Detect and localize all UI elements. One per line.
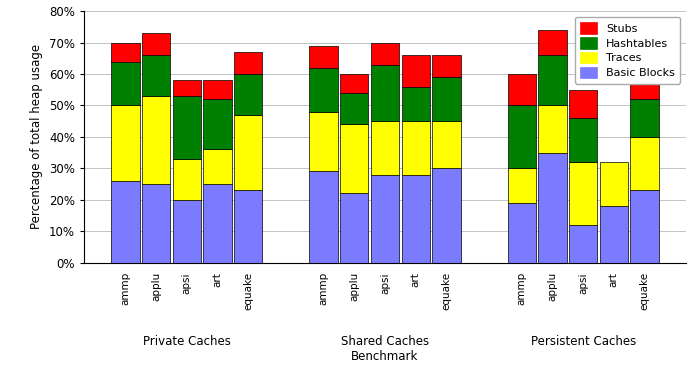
Bar — [433, 121, 461, 168]
Bar — [508, 203, 536, 262]
Bar — [204, 80, 232, 99]
Bar — [173, 80, 201, 96]
Bar — [538, 105, 566, 153]
Bar — [234, 190, 262, 262]
Bar — [309, 46, 337, 68]
Bar — [569, 162, 597, 225]
Bar — [371, 64, 399, 121]
Bar — [600, 162, 628, 206]
Bar — [402, 87, 430, 121]
Bar — [508, 168, 536, 203]
Bar — [538, 55, 566, 105]
Bar — [309, 68, 337, 112]
Bar — [234, 115, 262, 190]
Bar — [508, 105, 536, 168]
Bar — [234, 74, 262, 115]
Bar — [371, 121, 399, 174]
Bar — [340, 93, 368, 124]
Bar — [538, 153, 566, 262]
Bar — [111, 62, 139, 105]
Bar — [402, 174, 430, 262]
Bar — [569, 225, 597, 262]
Bar — [309, 112, 337, 171]
Bar — [340, 194, 368, 262]
Bar — [508, 74, 536, 105]
Legend: Stubs, Hashtables, Traces, Basic Blocks: Stubs, Hashtables, Traces, Basic Blocks — [575, 17, 680, 84]
Bar — [309, 171, 337, 262]
Bar — [402, 121, 430, 174]
Bar — [569, 90, 597, 118]
Bar — [111, 43, 139, 62]
Bar — [142, 55, 170, 96]
Bar — [631, 99, 659, 137]
Bar — [371, 43, 399, 64]
Bar — [631, 190, 659, 262]
Bar — [402, 55, 430, 87]
Bar — [142, 96, 170, 184]
Bar — [631, 137, 659, 190]
Bar — [142, 184, 170, 262]
Bar — [234, 52, 262, 74]
Y-axis label: Percentage of total heap usage: Percentage of total heap usage — [30, 44, 43, 230]
Bar — [340, 124, 368, 194]
Bar — [631, 77, 659, 99]
Bar — [204, 99, 232, 149]
Bar — [433, 55, 461, 77]
Bar — [371, 174, 399, 262]
Bar — [538, 30, 566, 55]
Bar — [142, 33, 170, 55]
Bar — [173, 200, 201, 262]
Bar — [600, 206, 628, 262]
Bar — [204, 184, 232, 262]
Bar — [111, 105, 139, 181]
Text: Shared Caches
Benchmark: Shared Caches Benchmark — [341, 335, 429, 363]
Text: Persistent Caches: Persistent Caches — [531, 335, 636, 348]
Bar — [204, 149, 232, 184]
Bar — [433, 168, 461, 262]
Bar — [433, 77, 461, 121]
Bar — [340, 74, 368, 93]
Bar — [173, 159, 201, 200]
Bar — [173, 96, 201, 159]
Bar — [569, 118, 597, 162]
Text: Private Caches: Private Caches — [143, 335, 231, 348]
Bar — [111, 181, 139, 262]
